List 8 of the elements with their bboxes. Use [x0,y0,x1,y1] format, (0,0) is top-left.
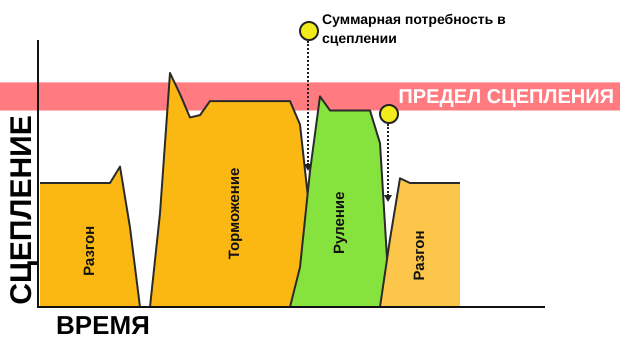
series-label: Разгон [81,226,98,276]
x-axis-title: ВРЕМЯ [56,310,150,341]
band-label: ПРЕДЕЛ СЦЕПЛЕНИЯ [398,86,614,108]
text: Суммарная потребность в сцеплении [322,10,507,48]
y-axis-title: СЦЕПЛЕНИЕ [5,115,39,305]
series-label: Торможение [226,168,244,260]
series-label: Руление [331,192,348,254]
series-label: Разгон [411,230,428,281]
